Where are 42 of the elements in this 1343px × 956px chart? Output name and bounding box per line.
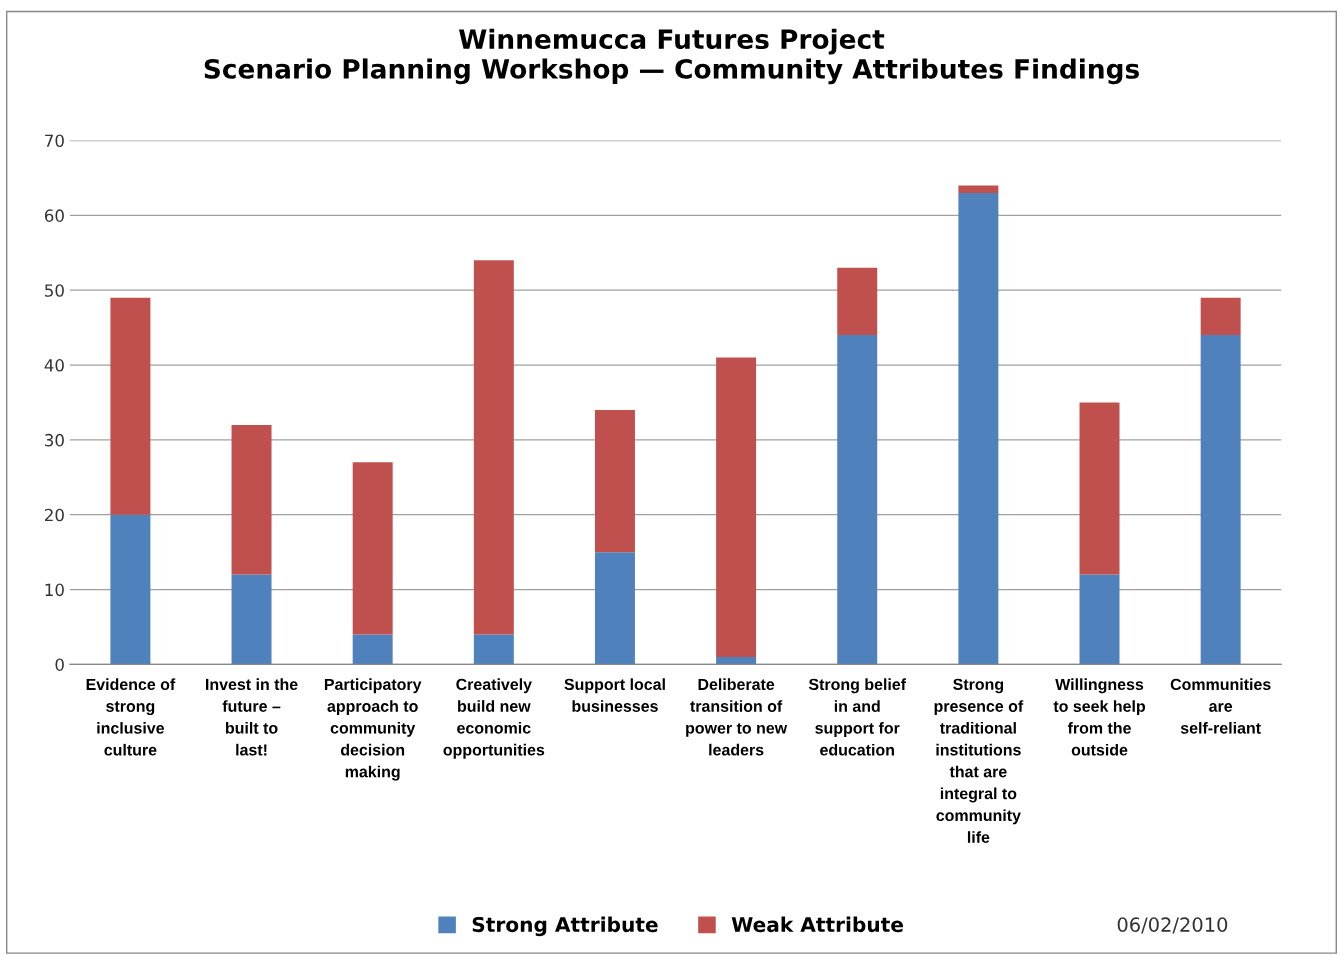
x-tick-label: Support local businesses — [564, 678, 665, 712]
y-tick-label: 40 — [44, 359, 64, 372]
bar — [594, 409, 635, 553]
chart-title: Winnemucca Futures Project Scenario Planning Workshop — Community Attributes Findings — [204, 28, 1139, 85]
bar — [352, 634, 393, 665]
bar — [110, 297, 151, 515]
x-tick-label: Communities are self-reliant — [1170, 678, 1271, 734]
y-tick-label: 70 — [45, 134, 64, 148]
bar — [473, 260, 514, 635]
text: 06/02/2010 — [1117, 917, 1228, 934]
bar — [231, 574, 272, 665]
y-tick-label: 0 — [55, 658, 64, 671]
x-tick-label: Evidence of strong inclusive culture — [86, 678, 176, 756]
x-tick-label: Invest in the future – built to last! — [206, 678, 298, 756]
y-tick-label: 20 — [44, 508, 64, 522]
y-tick-label: 30 — [45, 433, 64, 447]
bar — [1200, 297, 1241, 336]
bar — [837, 335, 878, 665]
bar — [958, 192, 999, 665]
legend-label: Strong Attribute — [472, 916, 658, 937]
bar — [958, 185, 999, 193]
bar — [716, 656, 757, 665]
y-tick-label: 50 — [45, 284, 64, 297]
x-tick-label: Deliberate transition of power to new leaders — [686, 678, 788, 756]
x-tick-label: Strong presence of traditional institutions that are integral to community life — [934, 678, 1024, 843]
bar — [352, 462, 393, 635]
bar — [1200, 335, 1241, 665]
x-tick-label: Strong belief in and support for education — [808, 678, 907, 756]
bar — [716, 357, 757, 657]
bar — [473, 634, 514, 665]
y-tick-label: 60 — [44, 209, 64, 222]
bar — [110, 514, 151, 665]
legend-label: Weak Attribute — [731, 916, 903, 933]
bar — [837, 267, 878, 336]
bar — [594, 552, 635, 665]
bar — [231, 424, 272, 575]
bar — [1079, 402, 1120, 575]
x-tick-label: Creatively build new economic opportunities — [443, 678, 545, 759]
x-tick-label: Participatory approach to community decision making — [324, 678, 422, 781]
x-tick-label: Willingness to seek help from the outside — [1053, 678, 1146, 756]
y-tick-label: 10 — [45, 583, 64, 597]
bar — [1079, 574, 1120, 665]
